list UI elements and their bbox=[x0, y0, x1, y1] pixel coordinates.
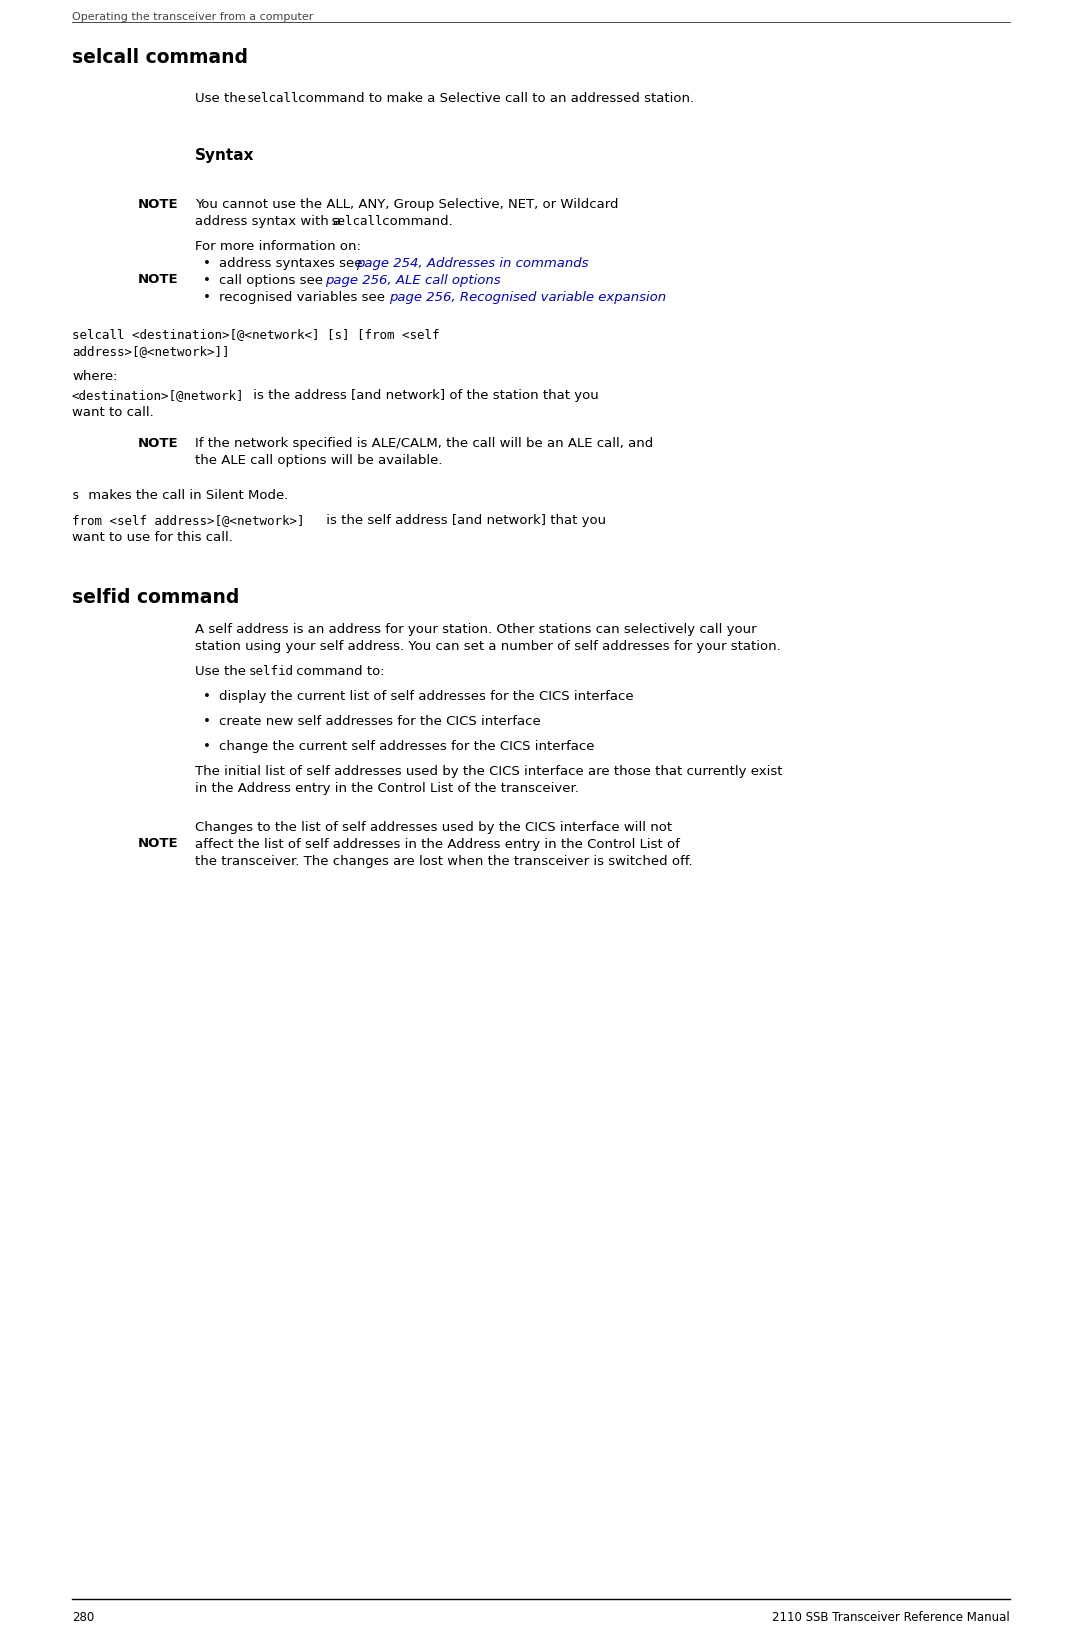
Text: 2110 SSB Transceiver Reference Manual: 2110 SSB Transceiver Reference Manual bbox=[772, 1611, 1010, 1624]
Text: is the address [and network] of the station that you: is the address [and network] of the stat… bbox=[249, 388, 599, 402]
Text: selcall command: selcall command bbox=[72, 48, 248, 67]
Text: page 256, Recognised variable expansion: page 256, Recognised variable expansion bbox=[389, 292, 666, 303]
Text: address syntaxes see: address syntaxes see bbox=[219, 257, 366, 270]
Text: command.: command. bbox=[378, 215, 453, 228]
Text: selcall: selcall bbox=[331, 215, 383, 228]
Text: makes the call in Silent Mode.: makes the call in Silent Mode. bbox=[84, 488, 289, 502]
Text: display the current list of self addresses for the CICS interface: display the current list of self address… bbox=[219, 690, 634, 703]
Text: from <self address>[@<network>]: from <self address>[@<network>] bbox=[72, 515, 305, 528]
Text: Use the: Use the bbox=[195, 92, 250, 105]
Text: in the Address entry in the Control List of the transceiver.: in the Address entry in the Control List… bbox=[195, 782, 579, 795]
Text: page 256, ALE call options: page 256, ALE call options bbox=[325, 274, 501, 287]
Text: •: • bbox=[203, 715, 211, 728]
Text: command to make a Selective call to an addressed station.: command to make a Selective call to an a… bbox=[294, 92, 694, 105]
Text: •: • bbox=[203, 690, 211, 703]
Text: Changes to the list of self addresses used by the CICS interface will not: Changes to the list of self addresses us… bbox=[195, 821, 672, 834]
Text: call options see: call options see bbox=[219, 274, 327, 287]
Text: If the network specified is ALE/CALM, the call will be an ALE call, and: If the network specified is ALE/CALM, th… bbox=[195, 438, 653, 451]
Text: Syntax: Syntax bbox=[195, 148, 255, 162]
Text: address>[@<network>]]: address>[@<network>]] bbox=[72, 344, 229, 357]
Text: The initial list of self addresses used by the CICS interface are those that cur: The initial list of self addresses used … bbox=[195, 765, 783, 779]
Text: address syntax with a: address syntax with a bbox=[195, 215, 345, 228]
Text: NOTE: NOTE bbox=[138, 438, 179, 451]
Text: command to:: command to: bbox=[292, 665, 384, 679]
Text: s: s bbox=[72, 488, 80, 502]
Text: Use the: Use the bbox=[195, 665, 250, 679]
Text: •: • bbox=[203, 257, 211, 270]
Text: •: • bbox=[203, 292, 211, 303]
Text: selcall <destination>[@<network<] [s] [from <self: selcall <destination>[@<network<] [s] [f… bbox=[72, 328, 440, 341]
Text: •: • bbox=[203, 274, 211, 287]
Text: station using your self address. You can set a number of self addresses for your: station using your self address. You can… bbox=[195, 639, 781, 652]
Text: change the current self addresses for the CICS interface: change the current self addresses for th… bbox=[219, 739, 594, 752]
Text: Operating the transceiver from a computer: Operating the transceiver from a compute… bbox=[72, 11, 313, 21]
Text: affect the list of self addresses in the Address entry in the Control List of: affect the list of self addresses in the… bbox=[195, 838, 679, 851]
Text: is the self address [and network] that you: is the self address [and network] that y… bbox=[322, 515, 606, 528]
Text: want to use for this call.: want to use for this call. bbox=[72, 531, 233, 544]
Text: You cannot use the ALL, ANY, Group Selective, NET, or Wildcard: You cannot use the ALL, ANY, Group Selec… bbox=[195, 198, 619, 211]
Text: page 254, Addresses in commands: page 254, Addresses in commands bbox=[356, 257, 589, 270]
Text: For more information on:: For more information on: bbox=[195, 239, 361, 252]
Text: NOTE: NOTE bbox=[138, 198, 179, 211]
Text: the transceiver. The changes are lost when the transceiver is switched off.: the transceiver. The changes are lost wh… bbox=[195, 856, 692, 869]
Text: selcall: selcall bbox=[247, 92, 299, 105]
Text: the ALE call options will be available.: the ALE call options will be available. bbox=[195, 454, 442, 467]
Text: A self address is an address for your station. Other stations can selectively ca: A self address is an address for your st… bbox=[195, 623, 756, 636]
Text: selfid: selfid bbox=[249, 665, 294, 679]
Text: create new self addresses for the CICS interface: create new self addresses for the CICS i… bbox=[219, 715, 541, 728]
Text: <destination>[@network]: <destination>[@network] bbox=[72, 388, 245, 402]
Text: selfid command: selfid command bbox=[72, 588, 240, 606]
Text: NOTE: NOTE bbox=[138, 838, 179, 851]
Text: •: • bbox=[203, 739, 211, 752]
Text: where:: where: bbox=[72, 370, 117, 384]
Text: NOTE: NOTE bbox=[138, 274, 179, 285]
Text: want to call.: want to call. bbox=[72, 406, 153, 420]
Text: recognised variables see: recognised variables see bbox=[219, 292, 389, 303]
Text: 280: 280 bbox=[72, 1611, 94, 1624]
